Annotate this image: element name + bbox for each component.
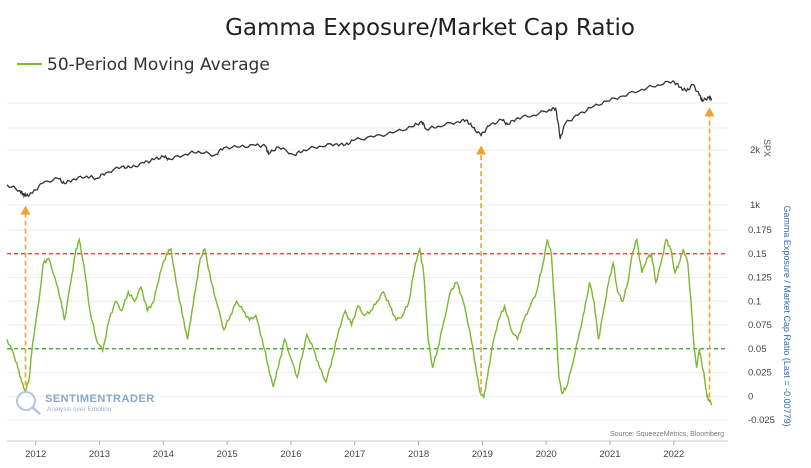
grid — [7, 102, 728, 421]
ratio-tick-label: 0.125 — [748, 273, 772, 284]
x-tick-label: 2015 — [217, 449, 238, 460]
annotation-arrow-head — [476, 145, 487, 155]
x-tick-label: 2014 — [153, 449, 174, 460]
x-tick-label: 2017 — [344, 449, 365, 460]
ratio-tick-label: -0.025 — [748, 415, 775, 426]
spx-axis-label: SPX — [762, 139, 772, 157]
watermark: SENTIMENTRADER Analysis over Emotion — [16, 391, 155, 415]
ratio-tick-label: 0 — [748, 391, 753, 402]
watermark-tagline: Analysis over Emotion — [47, 406, 112, 413]
x-tick-label: 2013 — [89, 449, 110, 460]
spx-tick-label: 2k — [750, 145, 760, 156]
x-tick-label: 2022 — [663, 449, 684, 460]
annotation-arrow-head — [20, 205, 31, 215]
x-tick-label: 2016 — [280, 449, 301, 460]
reference-lines — [7, 253, 728, 350]
legend: 50-Period Moving Average — [17, 55, 270, 75]
x-tick-label: 2012 — [25, 449, 46, 460]
ratio-series — [6, 236, 713, 406]
legend-label: 50-Period Moving Average — [47, 55, 270, 75]
x-tick-label: 2019 — [472, 449, 493, 460]
watermark-brand: SENTIMENTRADER — [45, 393, 155, 405]
ratio-axis: Gamma Exposure / Market Cap Ratio (Last … — [748, 205, 792, 426]
ratio-tick-label: 0.15 — [748, 249, 767, 260]
x-tick-label: 2020 — [536, 449, 557, 460]
watermark-logo-icon — [16, 391, 36, 411]
ratio-tick-label: 0.025 — [748, 368, 772, 379]
annotation-arrows — [20, 107, 715, 398]
source-note: Source: SqueezeMetrics, Bloomberg — [610, 431, 724, 438]
spx-line — [6, 80, 713, 199]
watermark-logo-handle — [31, 406, 41, 415]
x-tick-label: 2018 — [408, 449, 429, 460]
spx-series — [6, 80, 713, 199]
x-tick-label: 2021 — [599, 449, 620, 460]
spx-axis: SPX 2k 1k — [750, 139, 772, 211]
chart-title: Gamma Exposure/Market Cap Ratio — [225, 15, 635, 41]
ratio-tick-label: 0.1 — [748, 296, 761, 307]
annotation-arrow-head — [704, 107, 715, 117]
x-axis: 2012 2013 2014 2015 2016 2017 2018 2019 2020 2021… — [7, 440, 728, 460]
ratio-tick-label: 0.075 — [748, 320, 772, 331]
ratio-tick-label: 0.175 — [748, 225, 772, 236]
ratio-tick-label: 0.05 — [748, 344, 767, 355]
ratio-line — [6, 236, 713, 406]
spx-tick-label: 1k — [750, 200, 760, 211]
ratio-axis-label: Gamma Exposure / Market Cap Ratio (Last … — [782, 205, 792, 426]
